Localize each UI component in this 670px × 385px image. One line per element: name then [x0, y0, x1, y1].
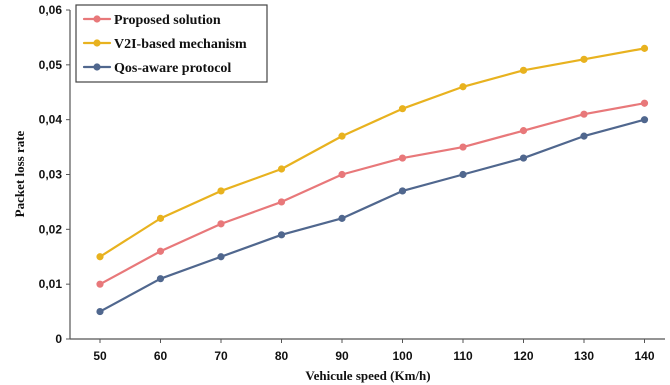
y-tick-label: 0,05: [39, 58, 63, 72]
series-point: [156, 247, 165, 255]
series-point: [277, 231, 286, 239]
x-tick-label: 90: [335, 349, 349, 363]
series-point: [217, 253, 225, 261]
y-tick-label: 0,04: [39, 113, 63, 127]
series-point: [580, 110, 588, 118]
series-point: [459, 83, 467, 91]
series-point: [338, 170, 346, 179]
series-point: [519, 66, 528, 74]
legend-label-2: V2I-based mechanism: [114, 37, 247, 52]
x-tick-label: 140: [634, 349, 654, 363]
series-point: [640, 44, 649, 52]
series-point: [156, 275, 165, 283]
y-tick-label: 0,03: [39, 168, 63, 182]
x-tick-label: 110: [453, 349, 473, 363]
legend-label-3: Qos-aware protocol: [114, 61, 231, 76]
series-point: [519, 154, 528, 162]
x-tick-label: 120: [513, 349, 533, 363]
series-point: [96, 307, 104, 316]
x-tick-label: 70: [214, 349, 228, 363]
series-point: [580, 132, 588, 140]
axes: 0 0,01 0,02 0,03 0,04 0,05 0,06 50 60 70 80 90 100 11…: [39, 3, 665, 363]
y-axis-title: Packet loss rate: [12, 130, 27, 217]
y-tick-label: 0: [55, 332, 62, 346]
series-point: [580, 55, 588, 63]
series-point: [398, 187, 407, 195]
series-point: [96, 280, 104, 288]
series-point: [459, 170, 467, 179]
legend: Proposed solution V2I-based mechanism Qos-…: [75, 4, 268, 83]
x-tick-label: 80: [275, 349, 289, 363]
series-point: [398, 154, 407, 162]
series-point: [338, 132, 346, 140]
x-tick-label: 50: [93, 349, 107, 363]
series-point: [519, 127, 528, 135]
series-point: [277, 198, 286, 206]
series-point: [459, 143, 467, 151]
legend-label-1: Proposed solution: [114, 13, 221, 28]
legend-marker-1: [93, 15, 101, 23]
y-tick-label: 0,06: [39, 3, 63, 17]
legend-marker-3: [93, 63, 101, 71]
x-tick-label: 130: [574, 349, 594, 363]
legend-marker-2: [93, 39, 101, 47]
series-point: [338, 214, 346, 222]
series-point: [96, 253, 104, 261]
series-point: [156, 214, 165, 222]
series-point: [640, 99, 649, 107]
y-tick-label: 0,01: [39, 277, 63, 291]
series-line-1: [98, 102, 646, 286]
x-tick-label: 60: [154, 349, 168, 363]
series-point: [217, 220, 225, 228]
series-point: [217, 187, 225, 195]
x-tick-label: 100: [392, 349, 412, 363]
x-axis-title: Vehicule speed (Km/h): [305, 368, 430, 383]
series-group: [96, 44, 649, 316]
series-line-3: [98, 118, 646, 313]
series-line-2: [98, 47, 646, 258]
series-point: [277, 165, 286, 173]
y-tick-label: 0,02: [39, 222, 63, 236]
series-point: [640, 116, 649, 124]
series-point: [398, 105, 407, 113]
